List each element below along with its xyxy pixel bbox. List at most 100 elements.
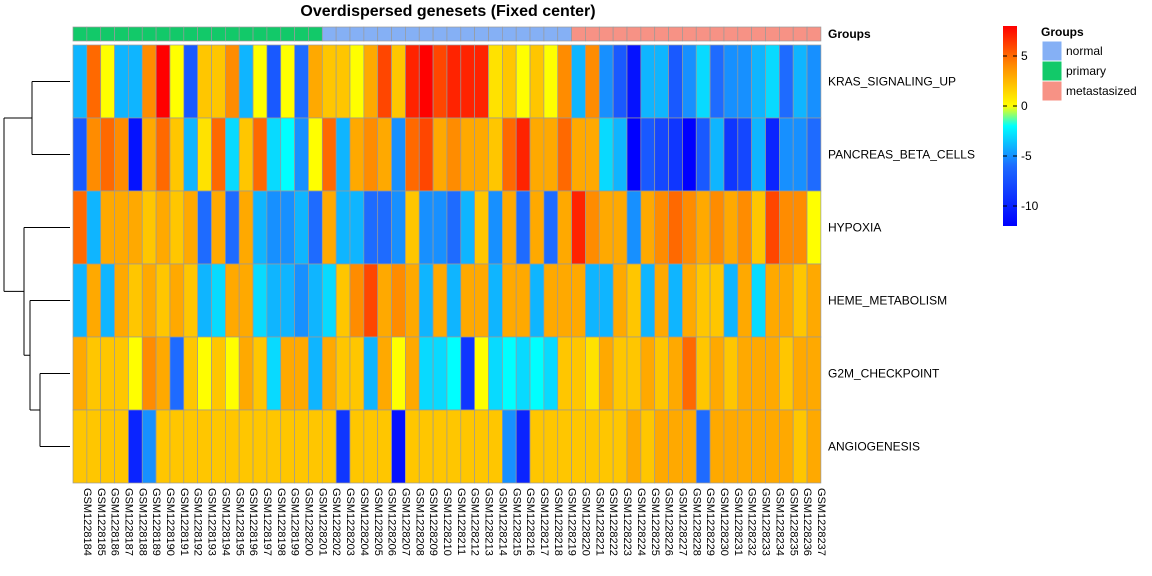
heatmap-cell	[626, 190, 642, 265]
annotation-cell-normal	[502, 26, 517, 42]
group-annotation-track	[72, 26, 822, 42]
heatmap-cells	[72, 44, 822, 484]
heatmap-cell	[682, 409, 697, 484]
annotation-cell-normal	[405, 26, 420, 42]
heatmap-cell	[557, 44, 572, 119]
heatmap-cell	[72, 117, 88, 192]
heatmap-cell	[571, 190, 586, 265]
heatmap-cell	[308, 190, 323, 265]
heatmap-cell	[100, 263, 115, 338]
heatmap-cell	[141, 190, 157, 265]
heatmap-cell	[585, 409, 600, 484]
annotation-cell-normal	[515, 26, 531, 42]
heatmap-cell	[169, 263, 185, 338]
heatmap-cell	[737, 263, 752, 338]
group-legend: normal primary metastasized	[1041, 40, 1137, 102]
heatmap-cell	[751, 409, 766, 484]
heatmap-cell	[529, 117, 545, 192]
legend-title: Groups	[1041, 25, 1084, 39]
heatmap-cell	[405, 336, 420, 411]
heatmap-cell	[654, 263, 669, 338]
heatmap-cell	[751, 117, 766, 192]
heatmap-cell	[349, 263, 365, 338]
heatmap-cell	[778, 409, 794, 484]
heatmap-cell	[806, 190, 822, 265]
heatmap-cell	[308, 117, 323, 192]
heatmap-cell	[460, 409, 475, 484]
annotation-cell-metastasized	[723, 26, 739, 42]
annotation-cell-normal	[418, 26, 434, 42]
heatmap-cell	[280, 263, 295, 338]
row-dendrogram	[3, 81, 70, 447]
heatmap-cell	[114, 117, 129, 192]
heatmap-cell	[640, 190, 656, 265]
legend-swatch	[1041, 60, 1063, 82]
column-label: GSM1228236	[801, 488, 813, 556]
heatmap-cell	[488, 263, 503, 338]
column-label: GSM1228229	[704, 488, 716, 556]
heatmap-cell	[751, 44, 766, 119]
heatmap-cell	[737, 117, 752, 192]
heatmap-cell	[543, 263, 559, 338]
annotation-cell-metastasized	[640, 26, 656, 42]
heatmap-cell	[294, 336, 309, 411]
heatmap-cell	[294, 190, 309, 265]
row-label: HEME_METABOLISM	[828, 294, 947, 308]
heatmap-cell	[72, 190, 88, 265]
heatmap-cell	[778, 44, 794, 119]
heatmap-cell	[225, 263, 240, 338]
heatmap-cell	[432, 263, 448, 338]
heatmap-cell	[141, 117, 157, 192]
heatmap-cell	[266, 44, 282, 119]
heatmap-cell	[418, 336, 434, 411]
heatmap-cell	[626, 409, 642, 484]
heatmap-cell	[626, 117, 642, 192]
heatmap-cell	[86, 44, 102, 119]
column-label: GSM1228204	[358, 488, 370, 556]
heatmap-cell	[183, 336, 199, 411]
annotation-cell-metastasized	[682, 26, 697, 42]
heatmap-cell	[778, 336, 794, 411]
heatmap-cell	[72, 263, 88, 338]
heatmap-cell	[626, 336, 642, 411]
annotation-cell-primary	[238, 26, 254, 42]
heatmap-cell	[100, 117, 115, 192]
annotation-cell-metastasized	[792, 26, 808, 42]
heatmap-cell	[266, 263, 282, 338]
heatmap-cell	[211, 263, 226, 338]
column-label: GSM1228224	[635, 488, 647, 556]
heatmap-cell	[155, 336, 171, 411]
heatmap-cell	[86, 190, 102, 265]
heatmap-cell	[225, 336, 240, 411]
annotation-cell-metastasized	[695, 26, 711, 42]
annotation-cell-primary	[128, 26, 143, 42]
heatmap-cell	[751, 263, 766, 338]
heatmap-cell	[529, 263, 545, 338]
annotation-cell-normal	[349, 26, 365, 42]
heatmap-cell	[792, 409, 808, 484]
column-label: GSM1228235	[787, 488, 799, 556]
heatmap-cell	[211, 44, 226, 119]
row-label: PANCREAS_BETA_CELLS	[828, 148, 975, 162]
heatmap-cell	[100, 44, 115, 119]
heatmap-cell	[432, 117, 448, 192]
heatmap-cell	[792, 190, 808, 265]
annotation-cell-normal	[474, 26, 489, 42]
annotation-cell-primary	[183, 26, 199, 42]
heatmap-cell	[128, 409, 143, 484]
row-label: G2M_CHECKPOINT	[828, 367, 940, 381]
heatmap-cell	[211, 409, 226, 484]
annotation-cell-normal	[321, 26, 337, 42]
column-label: GSM1228227	[676, 488, 688, 556]
heatmap-cell	[806, 117, 822, 192]
heatmap-cell	[197, 117, 212, 192]
heatmap-cell	[128, 190, 143, 265]
heatmap-cell	[668, 409, 683, 484]
heatmap-cell	[432, 44, 448, 119]
heatmap-cell	[640, 44, 656, 119]
annotation-cell-primary	[72, 26, 88, 42]
annotation-cell-metastasized	[737, 26, 752, 42]
heatmap-cell	[266, 336, 282, 411]
heatmap-cell	[335, 44, 351, 119]
annotation-track-label: Groups	[828, 27, 871, 41]
